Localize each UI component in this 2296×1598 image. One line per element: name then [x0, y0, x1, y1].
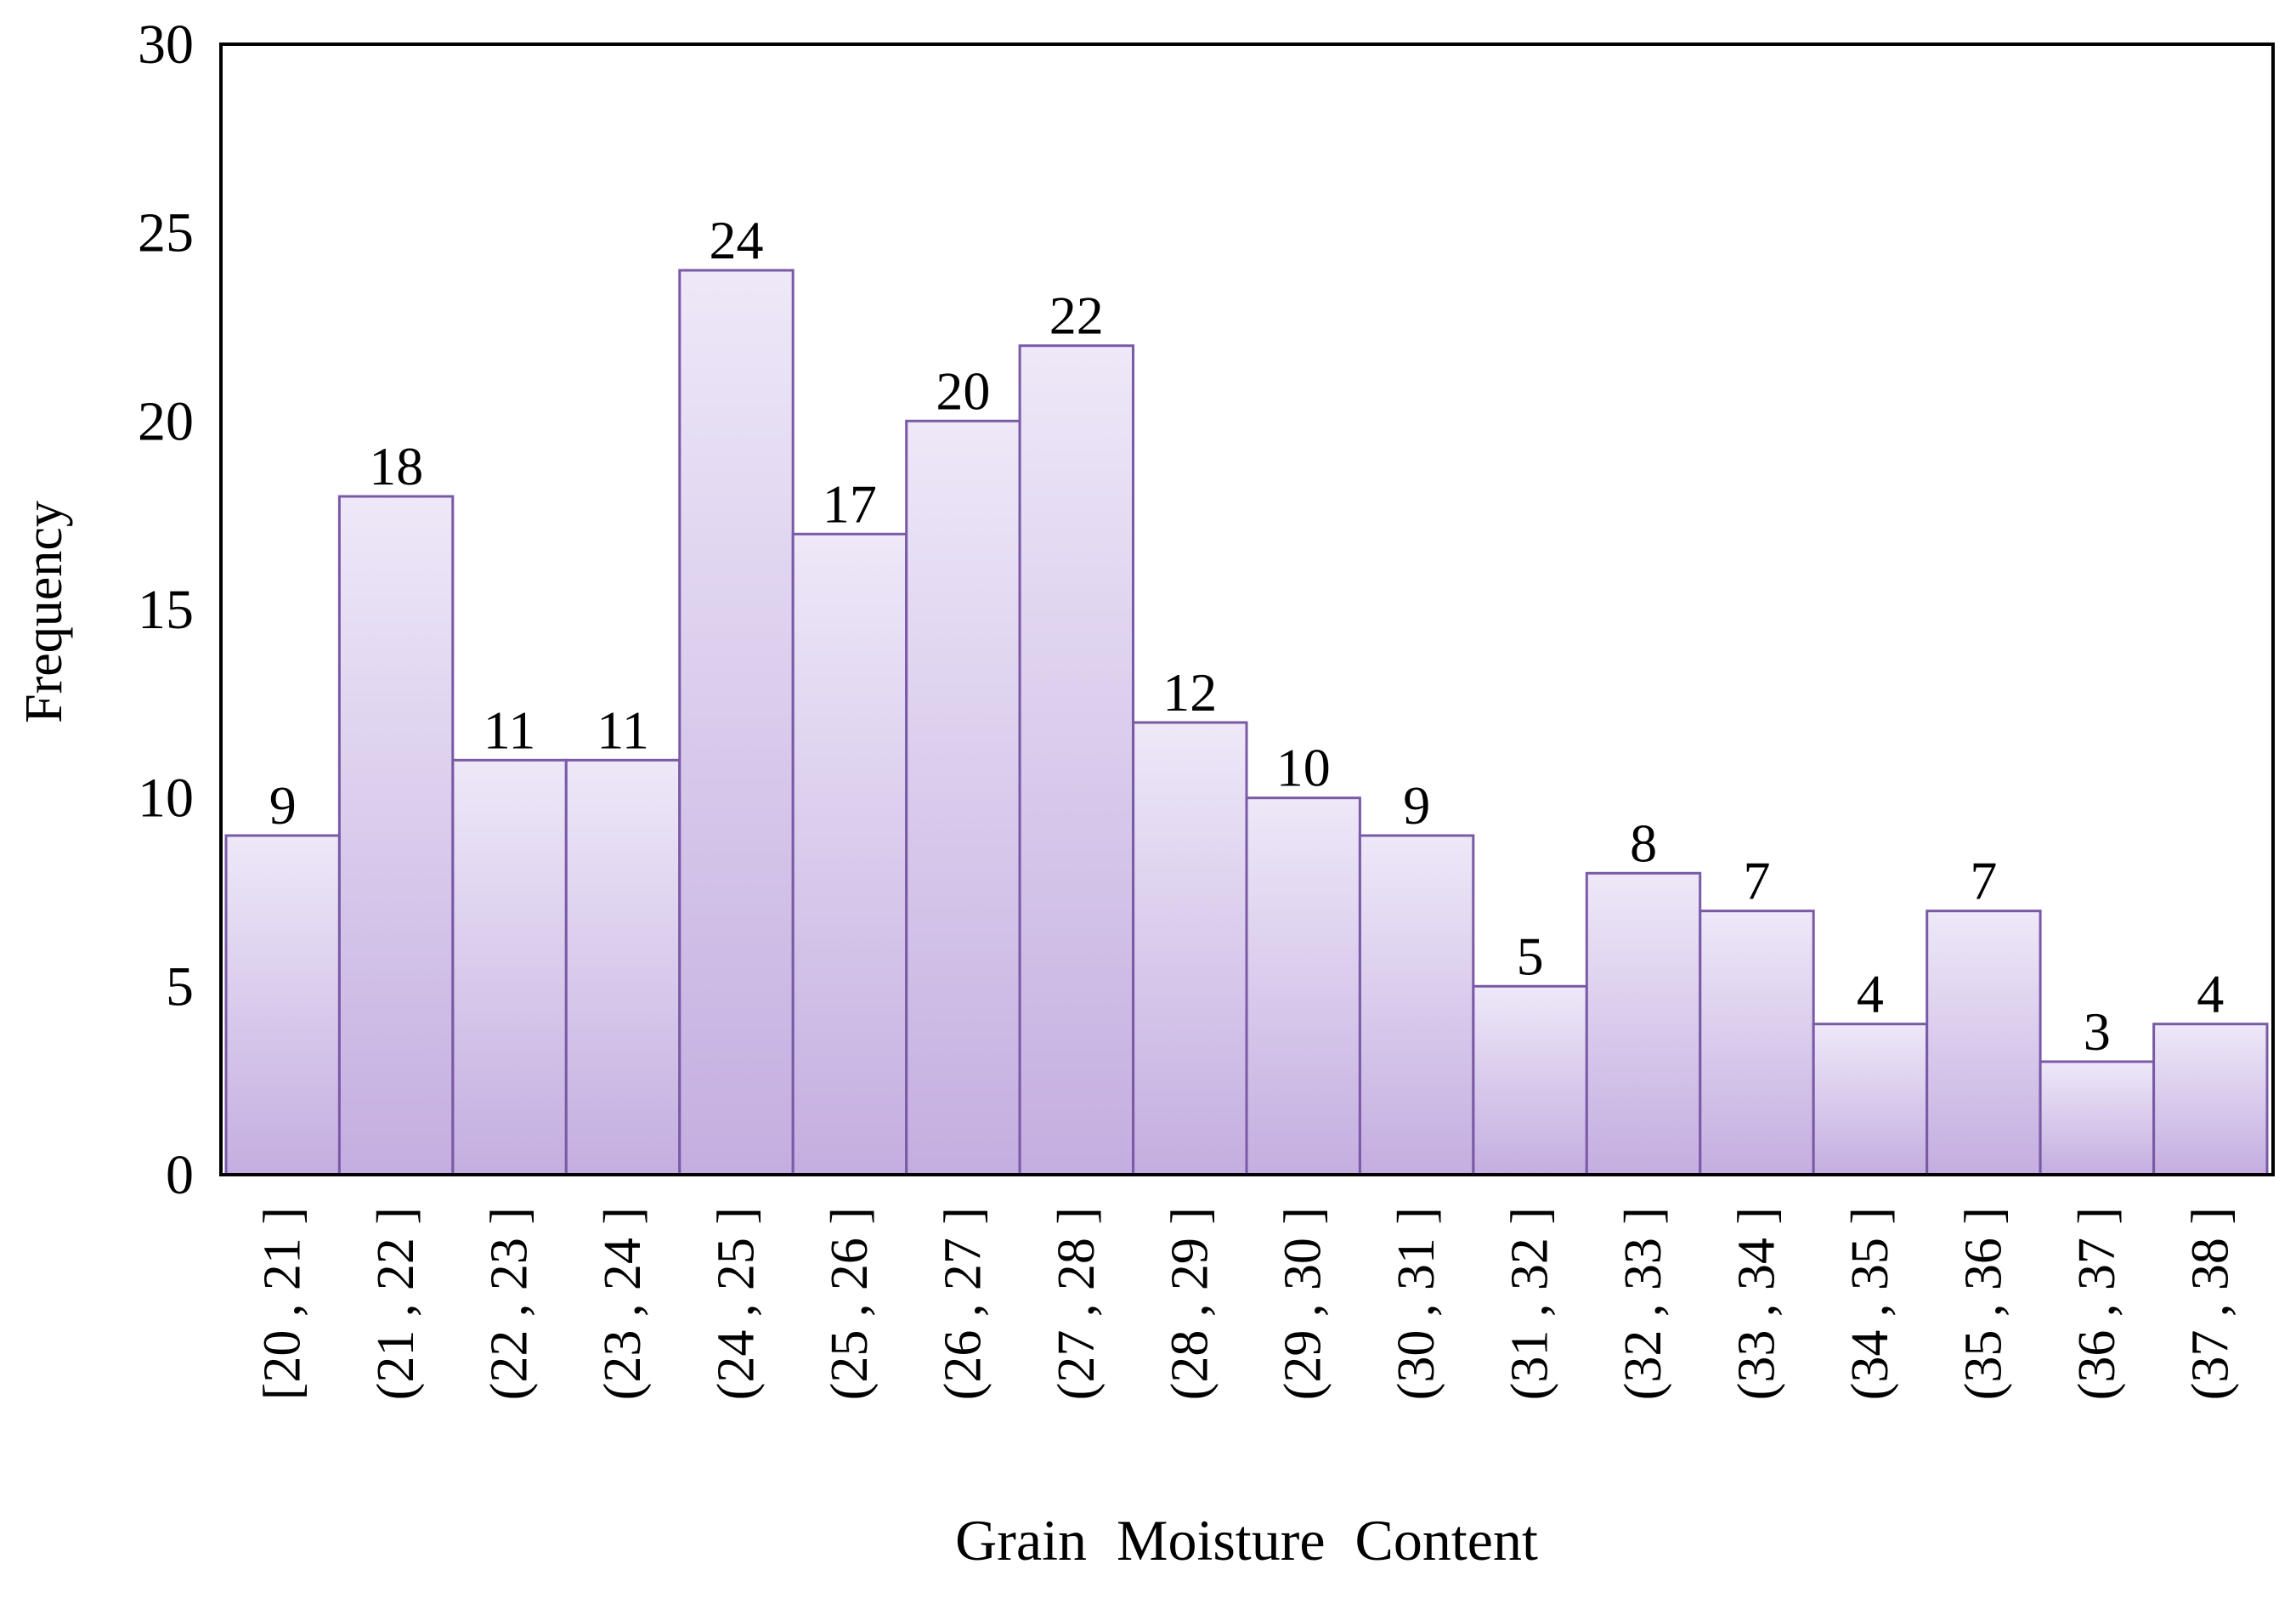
bar — [1585, 871, 1702, 1176]
x-tick-label: (21 , 22 ] — [367, 1207, 425, 1400]
x-axis-title: Grain Moisture Content — [955, 1508, 1538, 1572]
bar-value-label: 7 — [1970, 851, 1997, 911]
x-axis: [20 , 21 ] (21 , 22 ] (22 , 23 ] (23 , 24 ]… — [254, 1207, 2240, 1400]
bar-value-label: 7 — [1744, 851, 1771, 911]
bar-value-label: 18 — [369, 436, 423, 496]
bar — [1358, 834, 1475, 1176]
bar-value-label: 24 — [710, 210, 764, 270]
bar — [451, 758, 568, 1176]
bar — [905, 419, 1021, 1176]
bar-value-label: 4 — [1857, 964, 1884, 1024]
bar-value-label: 4 — [2197, 964, 2224, 1024]
y-tick-label: 5 — [166, 955, 194, 1017]
y-tick-label: 0 — [166, 1144, 194, 1206]
bar-value-label: 11 — [597, 700, 649, 760]
x-tick-label: [20 , 21 ] — [254, 1207, 312, 1400]
bar-value-label: 3 — [2084, 1001, 2111, 1062]
x-tick-label: (30 , 31 ] — [1388, 1207, 1445, 1400]
bar-value-label: 12 — [1162, 662, 1217, 722]
x-tick-label: (36 , 37 ] — [2068, 1207, 2126, 1400]
x-tick-label: (37 , 38 ] — [2181, 1207, 2239, 1400]
y-tick-label: 15 — [138, 579, 194, 641]
bar — [1132, 721, 1248, 1176]
bar — [224, 834, 341, 1176]
y-axis-title: Frequency — [15, 501, 73, 723]
bar — [678, 269, 795, 1176]
bar — [1812, 1023, 1929, 1176]
y-tick-label: 10 — [138, 768, 194, 830]
x-tick-label: (23 , 24 ] — [594, 1207, 652, 1400]
x-tick-label: (24 , 25 ] — [708, 1207, 766, 1400]
x-tick-label: (28 , 29 ] — [1161, 1207, 1219, 1400]
x-tick-label: (25 , 26 ] — [821, 1207, 879, 1400]
bar — [2039, 1060, 2156, 1176]
x-tick-label: (22 , 23 ] — [481, 1207, 539, 1400]
bar — [2152, 1023, 2269, 1176]
bar-value-label: 11 — [484, 700, 536, 760]
bars-layer — [224, 269, 2269, 1176]
bar — [1926, 910, 2042, 1176]
x-tick-label: (29 , 30 ] — [1275, 1207, 1332, 1400]
bar — [1018, 344, 1134, 1176]
x-tick-label: (32 , 33 ] — [1615, 1207, 1672, 1400]
y-axis: 0 5 10 15 20 25 30 — [138, 14, 194, 1206]
y-tick-label: 25 — [138, 202, 194, 264]
x-tick-label: (35 , 36 ] — [1954, 1207, 2012, 1400]
x-tick-label: (27 , 28 ] — [1048, 1207, 1106, 1400]
bar-value-label: 10 — [1276, 738, 1331, 798]
bar — [1472, 984, 1588, 1176]
bar — [337, 495, 455, 1176]
bar — [1699, 910, 1815, 1176]
bar — [564, 758, 681, 1176]
y-tick-label: 20 — [138, 390, 194, 452]
x-tick-label: (34 , 35 ] — [1841, 1207, 1899, 1400]
bar-value-label: 9 — [269, 775, 297, 836]
bar — [1245, 796, 1361, 1176]
bar — [791, 532, 908, 1176]
plot-frame — [219, 42, 2275, 1176]
x-tick-label: (33 , 34 ] — [1728, 1207, 1786, 1400]
bar-value-label: 20 — [936, 360, 990, 421]
bar-value-label: 9 — [1403, 775, 1430, 836]
bar-value-label: 5 — [1517, 926, 1544, 986]
x-tick-label: (26 , 27 ] — [934, 1207, 992, 1400]
value-labels-layer: 9 18 11 11 24 17 20 22 12 10 9 5 8 7 4 7 3 4 — [269, 210, 2225, 1062]
y-tick-label: 30 — [138, 14, 194, 76]
bar-value-label: 17 — [823, 473, 877, 534]
x-tick-label: (31 , 32 ] — [1501, 1207, 1559, 1400]
bar-value-label: 8 — [1630, 813, 1657, 873]
bar-value-label: 22 — [1049, 286, 1104, 346]
